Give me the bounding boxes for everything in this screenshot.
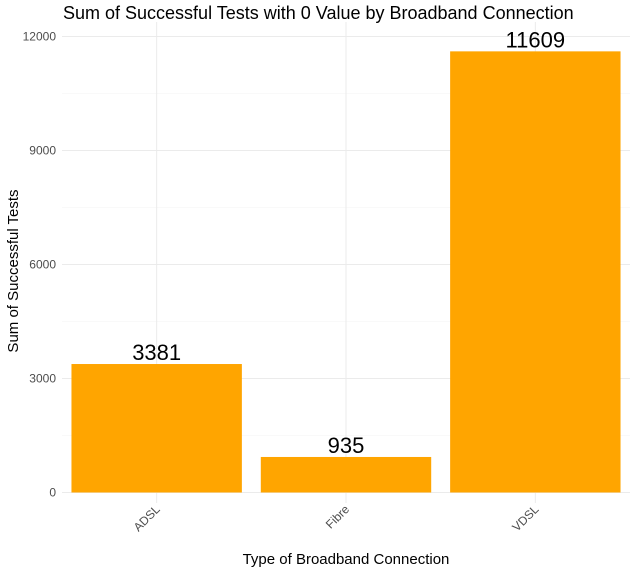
x-axis-tick-labels: ADSL Fibre VDSL	[131, 502, 542, 534]
y-tick-label: 0	[49, 486, 56, 500]
value-label-adsl: 3381	[132, 340, 181, 365]
x-axis-title: Type of Broadband Connection	[243, 551, 450, 568]
bar-vdsl	[450, 51, 621, 493]
value-labels: 3381 935 11609	[132, 27, 565, 458]
chart-title: Sum of Successful Tests with 0 Value by …	[63, 3, 574, 23]
y-axis-title: Sum of Successful Tests	[5, 189, 22, 352]
bar-adsl	[71, 364, 242, 493]
y-tick-label: 6000	[29, 258, 56, 272]
x-tick-label-fibre: Fibre	[323, 502, 352, 531]
y-axis-tick-labels: 0 3000 6000 9000 12000	[23, 30, 57, 500]
bar-fibre	[260, 456, 432, 493]
y-tick-label: 12000	[23, 30, 57, 44]
y-tick-label: 3000	[29, 372, 56, 386]
y-tick-label: 9000	[29, 144, 56, 158]
value-label-vdsl: 11609	[506, 27, 566, 52]
x-tick-label-adsl: ADSL	[131, 502, 163, 534]
value-label-fibre: 935	[328, 433, 365, 458]
bars	[71, 51, 621, 493]
x-tick-label-vdsl: VDSL	[509, 502, 541, 534]
